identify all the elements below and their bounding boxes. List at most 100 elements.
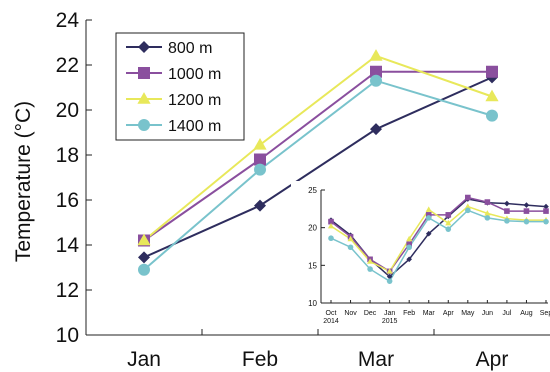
inset-x-tick-label: Dec: [364, 310, 377, 317]
inset-year-label: 2015: [382, 318, 398, 325]
data-point: [253, 137, 267, 150]
inset-year-label: 2014: [323, 318, 339, 325]
inset-data-point: [425, 230, 432, 237]
inset-data-point: [386, 268, 393, 274]
data-point: [138, 251, 150, 264]
series-line: [143, 79, 493, 271]
inset-x-tick-label: May: [461, 310, 475, 317]
inset-data-point: [484, 215, 491, 221]
legend-entry: 1400 m: [168, 118, 221, 135]
legend-marker: [138, 67, 150, 79]
data-point: [486, 109, 498, 122]
main-series-lines: [137, 49, 499, 276]
inset-y-tick-label: 15: [308, 261, 317, 270]
inset-data-point: [543, 218, 549, 225]
data-point: [485, 89, 499, 102]
inset-data-point: [523, 202, 530, 208]
legend-entry: 1200 m: [168, 92, 221, 109]
y-tick-label: 12: [56, 279, 79, 302]
inset-y-tick-label: 20: [308, 224, 317, 233]
inset-x-tick-label: Jun: [482, 310, 493, 317]
inset-data-point: [347, 244, 354, 251]
legend: 800 m 1000 m 1200 m 1400 m: [115, 32, 245, 141]
y-tick-label: 16: [56, 189, 79, 212]
x-tick-label: Jan: [127, 348, 161, 371]
inset-data-point: [484, 199, 491, 205]
inset-data-point: [504, 218, 510, 224]
inset-series-line: [330, 209, 546, 283]
inset-x-tick-label: Jul: [502, 310, 511, 317]
legend-marker: [138, 119, 150, 131]
inset-x-tick-label: Aug: [520, 310, 533, 317]
inset-data-point: [445, 212, 452, 218]
inset-data-point: [406, 244, 412, 251]
series-line: [143, 76, 493, 259]
legend-marker: [137, 92, 151, 104]
inset-series-line: [330, 196, 546, 273]
inset-data-point: [327, 222, 335, 229]
inset-data-point: [464, 203, 471, 209]
data-point: [370, 123, 382, 136]
y-tick-label: 22: [56, 54, 79, 77]
data-point: [254, 153, 266, 166]
x-tick-label: Mar: [358, 348, 394, 371]
legend-entry: 1000 m: [168, 66, 221, 83]
inset-data-point: [386, 273, 393, 280]
legend-entry: 800 m: [168, 40, 212, 57]
inset-data-point: [504, 208, 510, 214]
main-axes: 10 12 14 16 18 20 22 24 Jan Feb Mar Apr Temperature …: [12, 9, 550, 371]
y-axis-label: Temperature (°C): [12, 101, 35, 262]
data-point: [370, 65, 382, 78]
data-point: [486, 65, 498, 78]
inset-data-point: [425, 206, 432, 212]
data-point: [369, 49, 383, 61]
inset-data-point: [445, 219, 452, 226]
inset-data-point: [543, 208, 549, 214]
data-point: [138, 263, 150, 276]
inset-y-tick-label: 25: [308, 186, 317, 195]
inset-data-point: [523, 208, 530, 214]
data-point: [254, 199, 266, 212]
inset-data-point: [367, 258, 374, 264]
inset-background: [291, 181, 550, 326]
series-line: [143, 54, 493, 242]
data-point: [370, 74, 382, 87]
data-point: [137, 233, 151, 246]
inset-x-tick-label: Oct: [326, 310, 337, 317]
y-tick-label: 10: [56, 324, 79, 347]
x-tick-label: Feb: [242, 348, 278, 371]
inset-data-point: [484, 210, 491, 216]
inset-data-point: [543, 203, 549, 210]
inset-data-point: [386, 278, 393, 284]
inset-x-tick-label: Sep: [540, 310, 550, 317]
inset-data-point: [445, 226, 452, 232]
x-tick-label: Apr: [476, 348, 509, 371]
inset-x-tick-label: Feb: [403, 310, 415, 317]
y-tick-label: 24: [56, 9, 80, 32]
inset-data-point: [465, 207, 471, 214]
inset-data-point: [367, 266, 373, 272]
inset-data-point: [523, 218, 530, 225]
y-tick-label: 14: [56, 234, 80, 257]
inset-data-point: [465, 194, 471, 201]
inset-data-point: [504, 200, 510, 207]
inset-data-point: [425, 215, 432, 221]
inset-data-point: [406, 241, 412, 248]
series-line: [143, 70, 492, 242]
inset-y-tick-label: 10: [308, 299, 317, 308]
inset-data-point: [406, 256, 412, 263]
inset-x-tick-label: Nov: [344, 310, 357, 317]
data-point: [254, 163, 266, 176]
inset-data-point: [347, 235, 354, 242]
inset-x-tick-label: Mar: [423, 310, 436, 317]
y-tick-label: 18: [56, 144, 79, 167]
y-tick-label: 20: [56, 99, 79, 122]
legend-marker: [138, 41, 150, 53]
inset-data-point: [406, 235, 413, 242]
inset-data-point: [425, 212, 432, 218]
legend-box: [115, 32, 245, 141]
inset-data-point: [328, 218, 334, 225]
inset-x-tick-label: Jan: [384, 310, 395, 317]
